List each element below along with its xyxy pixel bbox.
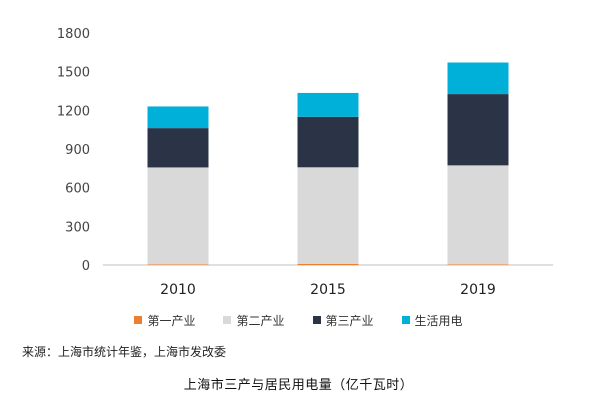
bar-2019-series-1 (447, 165, 509, 265)
x-tick-label-2010: 2010 (160, 282, 196, 298)
legend-label-0: 第一产业 (147, 313, 196, 328)
y-tick-label-1800: 1800 (57, 27, 90, 42)
x-axis-labels: 2010 2015 2019 (160, 282, 496, 298)
y-tick-label-300: 300 (65, 220, 90, 235)
source-note: 来源：上海市统计年鉴，上海市发改委 (22, 345, 227, 359)
bar-2010-series-0 (147, 264, 209, 265)
bar-2010-series-2 (147, 128, 209, 168)
y-tick-label-900: 900 (65, 143, 90, 158)
bar-2010-series-3 (147, 106, 209, 129)
bars (147, 62, 509, 265)
bar-2010-series-1 (147, 167, 209, 265)
legend-item-2: 第三产业 (312, 311, 374, 329)
y-tick-label-600: 600 (65, 182, 90, 197)
legend-swatch-3 (401, 316, 410, 324)
y-axis-ticks: 0 300 600 900 1200 1500 1800 (57, 27, 90, 274)
x-tick-label-2019: 2019 (460, 282, 496, 298)
legend-label-2: 第三产业 (325, 313, 374, 328)
bar-2019-series-0 (447, 264, 509, 265)
legend-item-1: 第二产业 (223, 311, 285, 329)
y-tick-label-1200: 1200 (57, 104, 90, 119)
legend-label-1: 第二产业 (236, 313, 285, 328)
y-tick-label-1500: 1500 (57, 66, 90, 81)
bar-2019-series-2 (447, 94, 509, 166)
chart-caption: 上海市三产与居民用电量（亿千瓦时） (183, 378, 414, 393)
legend-item-3: 生活用电 (401, 311, 463, 329)
stacked-bar-chart: 0 300 600 900 1200 1500 1800 2010 2015 2019 (57, 27, 553, 298)
legend-swatch-1 (223, 316, 232, 324)
legend-label-3: 生活用电 (414, 313, 463, 328)
legend-item-0: 第一产业 (134, 311, 195, 329)
bar-2019-series-3 (447, 62, 509, 95)
legend: 第一产业 第二产业 第三产业 生活用电 (0, 311, 597, 329)
legend-swatch-0 (134, 316, 143, 324)
legend-swatch-2 (312, 316, 321, 324)
bar-2015-series-3 (297, 92, 359, 117)
x-tick-label-2015: 2015 (310, 282, 346, 298)
bar-2015-series-0 (297, 263, 359, 265)
y-tick-label-0: 0 (82, 259, 90, 274)
bar-2015-series-2 (297, 116, 359, 168)
bar-2015-series-1 (297, 167, 359, 264)
